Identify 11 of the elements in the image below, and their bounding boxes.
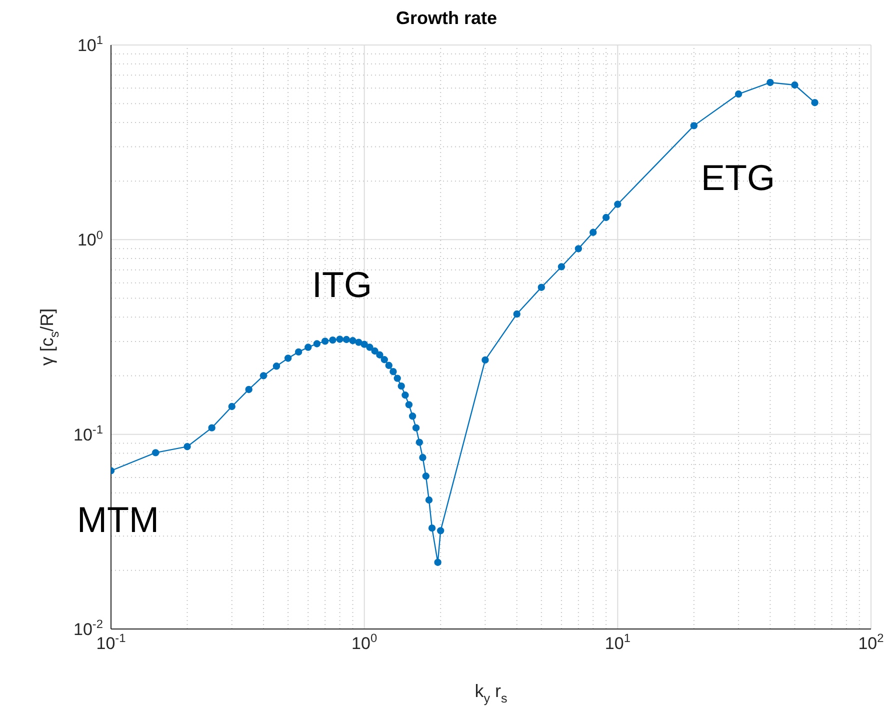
- x-tick-label: 10$^{2}$: [858, 631, 884, 653]
- annotation: ITG: [312, 264, 372, 305]
- x-tick-label: 10$^{-1}$: [96, 631, 126, 653]
- y-tick-label: 10$^{1}$: [77, 33, 104, 55]
- annotation: ETG: [700, 157, 776, 198]
- y-tick-label: 10$^{0}$: [77, 228, 104, 250]
- y-tick-label: 10$^{-1}$: [74, 422, 104, 444]
- x-tick-label: 10$^{0}$: [352, 631, 378, 653]
- chart-title: Growth rate: [394, 8, 498, 29]
- x-tick-label: 10$^{1}$: [604, 631, 631, 653]
- x-axis-title: k$_{y}$ r$_{s}$: [474, 681, 508, 706]
